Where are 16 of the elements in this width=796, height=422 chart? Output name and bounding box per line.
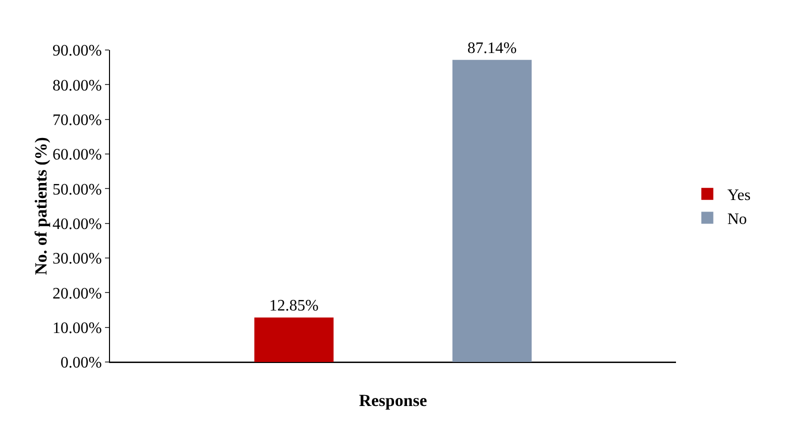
legend-label: No <box>727 210 747 228</box>
y-tick-label: 40.00% <box>52 216 102 233</box>
y-tick-label: 70.00% <box>52 112 102 129</box>
y-tick-label: 20.00% <box>52 285 102 302</box>
data-label: 87.14% <box>467 40 517 57</box>
y-tick-label: 10.00% <box>52 320 102 337</box>
legend-label: Yes <box>727 187 751 204</box>
y-tick-label: 60.00% <box>52 146 102 164</box>
y-tick-label: 30.00% <box>52 250 102 268</box>
y-axis-title: No. of patients (%) <box>31 137 50 275</box>
y-tick-label: 80.00% <box>52 77 102 94</box>
y-tick-label: 50.00% <box>52 181 102 198</box>
x-axis-title: Response <box>358 391 428 410</box>
y-tick-label: 0.00% <box>60 354 102 372</box>
data-label: 12.85% <box>269 297 319 314</box>
y-tick-label: 90.00% <box>52 42 102 60</box>
